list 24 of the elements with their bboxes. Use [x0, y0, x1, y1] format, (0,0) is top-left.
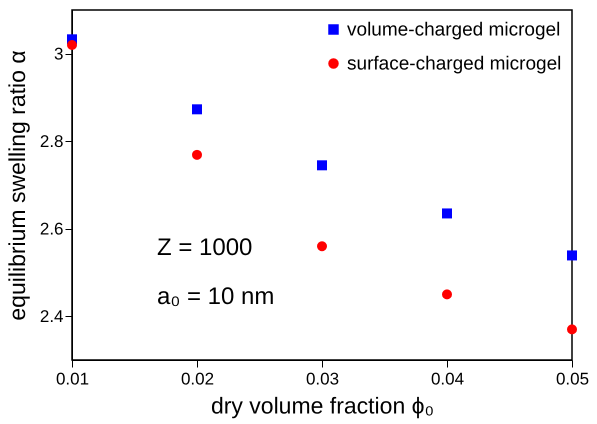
point — [67, 40, 77, 50]
y-tick-label: 3 — [54, 44, 64, 64]
x-tick-label: 0.03 — [306, 370, 340, 388]
point — [192, 104, 202, 114]
point — [442, 208, 452, 218]
x-tick-label: 0.05 — [556, 370, 590, 388]
annotation: Z = 1000 — [157, 234, 252, 261]
legend-label: surface-charged microgel — [347, 54, 562, 74]
point — [317, 241, 327, 252]
point — [567, 250, 577, 260]
x-tick-label: 0.02 — [180, 370, 214, 388]
point — [192, 150, 202, 160]
point — [317, 160, 327, 170]
point — [567, 324, 577, 334]
point — [442, 289, 452, 300]
x-tick-label: 0.04 — [430, 370, 464, 388]
y-axis-title: equilibrium swelling ratio α — [4, 50, 30, 321]
legend-label: volume-charged microgel — [347, 20, 560, 40]
annotation: a₀ = 10 nm — [157, 283, 274, 310]
x-tick-label: 0.01 — [56, 370, 90, 388]
y-tick-label: 2.6 — [40, 219, 64, 238]
y-tick-label: 2.8 — [40, 132, 64, 151]
x-axis-title: dry volume fraction ϕ₀ — [210, 392, 434, 418]
y-tick-label: 2.4 — [40, 306, 64, 326]
